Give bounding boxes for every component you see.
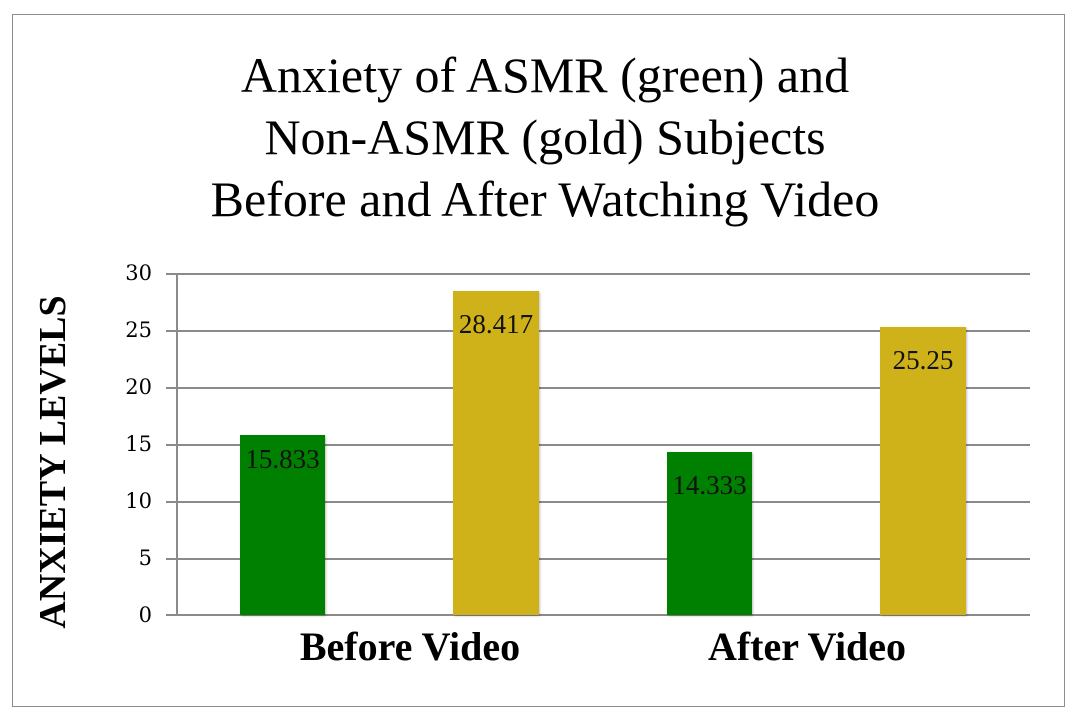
chart-title-line-2: Non-ASMR (gold) Subjects — [264, 109, 826, 165]
x-category-before-video: Before Video — [299, 624, 521, 669]
bar-before-asmr: 15.833 — [240, 435, 325, 615]
bar-value-label: 25.25 — [892, 345, 954, 375]
plot-area: 30 25 20 15 10 5 0 15.833 28.417 14.333 … — [125, 262, 1030, 626]
bar-value-label: 14.333 — [672, 470, 747, 500]
gridline-20 — [166, 387, 1030, 389]
bar-value-label: 28.417 — [458, 309, 534, 339]
chart-title-line-3: Before and After Watching Video — [210, 171, 880, 227]
y-tick-25: 25 — [125, 318, 152, 342]
y-tick-15: 15 — [125, 432, 152, 456]
bar-after-non-asmr: 25.25 — [880, 327, 966, 615]
gridline-5 — [166, 558, 1030, 560]
gridline-30 — [166, 273, 1030, 275]
gridline-0 — [166, 614, 1030, 616]
chart-title: Anxiety of ASMR (green) and Non-ASMR (go… — [0, 44, 1078, 230]
y-tick-30: 30 — [125, 261, 152, 285]
y-axis-label: ANXIETY LEVELS — [32, 295, 74, 629]
chart-title-line-1: Anxiety of ASMR (green) and — [240, 47, 850, 103]
bar-value-label: 15.833 — [245, 444, 320, 474]
bar-after-asmr: 14.333 — [667, 452, 752, 615]
y-tick-5: 5 — [138, 546, 152, 570]
bar-before-non-asmr: 28.417 — [453, 291, 539, 615]
y-tick-20: 20 — [125, 375, 152, 399]
y-tick-0: 0 — [138, 603, 152, 627]
gridline-15 — [166, 444, 1030, 446]
gridline-10 — [166, 501, 1030, 503]
gridline-25 — [166, 330, 1030, 332]
x-category-after-video: After Video — [707, 624, 907, 669]
y-tick-10: 10 — [125, 489, 152, 513]
y-axis-line — [176, 273, 178, 615]
